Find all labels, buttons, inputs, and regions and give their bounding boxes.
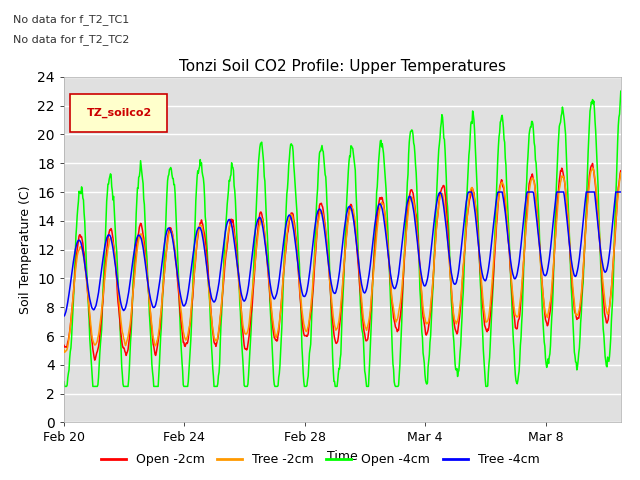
Text: TZ_soilco2: TZ_soilco2: [87, 108, 152, 118]
Y-axis label: Soil Temperature (C): Soil Temperature (C): [19, 185, 31, 314]
X-axis label: Time: Time: [327, 450, 358, 463]
Text: No data for f_T2_TC2: No data for f_T2_TC2: [13, 34, 129, 45]
Legend: Open -2cm, Tree -2cm, Open -4cm, Tree -4cm: Open -2cm, Tree -2cm, Open -4cm, Tree -4…: [95, 448, 545, 471]
FancyBboxPatch shape: [70, 94, 167, 132]
Title: Tonzi Soil CO2 Profile: Upper Temperatures: Tonzi Soil CO2 Profile: Upper Temperatur…: [179, 59, 506, 74]
Text: No data for f_T2_TC1: No data for f_T2_TC1: [13, 14, 129, 25]
